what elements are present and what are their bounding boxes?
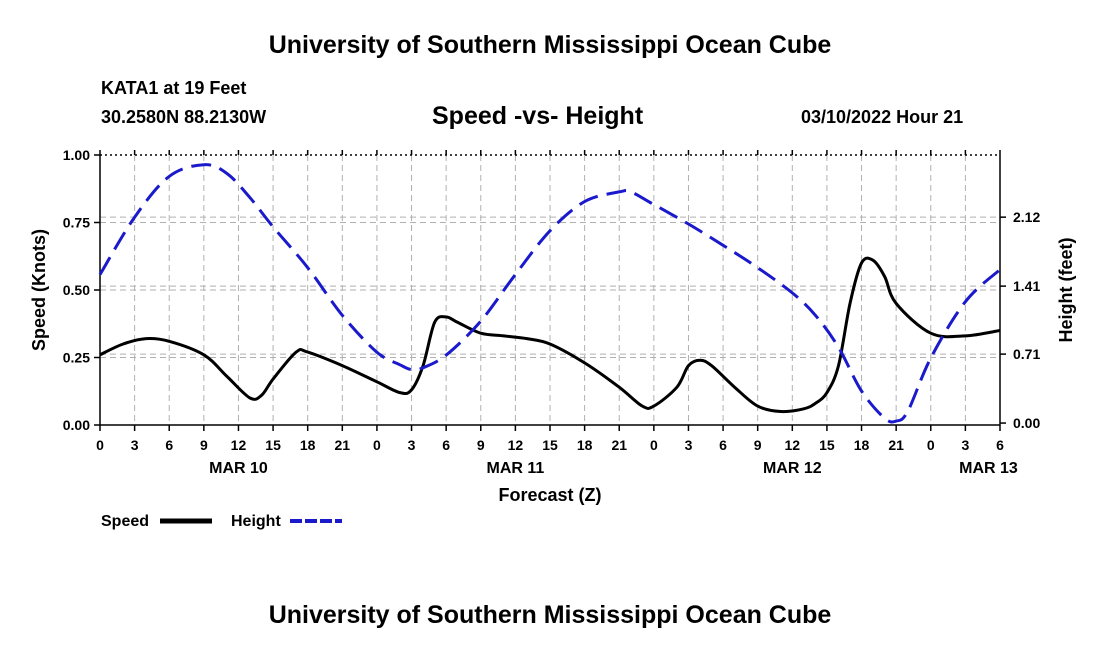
date-label: MAR 11 (486, 460, 544, 477)
x-tick-label: 18 (577, 437, 593, 453)
station-name: KATA1 at 19 Feet (101, 78, 247, 98)
y-tick-label: 0.00 (63, 417, 90, 433)
x-tick-label: 0 (373, 437, 381, 453)
x-tick-label: 12 (231, 437, 247, 453)
x-tick-label: 0 (96, 437, 104, 453)
y-axis-title: Speed (Knots) (29, 229, 49, 351)
date-label: MAR 13 (959, 460, 1018, 477)
chart-subtitle: Speed -vs- Height (432, 102, 644, 130)
issued-time: 03/10/2022 Hour 21 (801, 107, 964, 127)
x-tick-label: 21 (611, 437, 627, 453)
x-tick-label: 0 (927, 437, 935, 453)
station-coords: 30.2580N 88.2130W (101, 107, 267, 127)
x-tick-label: 3 (408, 437, 416, 453)
x-tick-label: 0 (650, 437, 658, 453)
x-tick-label: 18 (854, 437, 870, 453)
x-tick-label: 12 (508, 437, 524, 453)
y2-tick-label: 1.41 (1013, 278, 1040, 294)
y-tick-label: 0.25 (63, 350, 90, 366)
x-tick-label: 15 (265, 437, 281, 453)
x-axis-title: Forecast (Z) (498, 485, 601, 505)
x-tick-label: 6 (719, 437, 727, 453)
x-tick-label: 21 (335, 437, 351, 453)
x-tick-label: 9 (754, 437, 762, 453)
y-tick-label: 1.00 (63, 147, 90, 163)
x-tick-label: 9 (477, 437, 485, 453)
x-tick-label: 18 (300, 437, 316, 453)
page-title-bottom: University of Southern Mississippi Ocean… (268, 601, 832, 629)
date-label: MAR 12 (763, 460, 822, 477)
x-tick-label: 9 (200, 437, 208, 453)
y2-tick-label: 2.12 (1013, 209, 1040, 225)
height-series-line (98, 163, 1002, 424)
y2-tick-label: 0.71 (1013, 346, 1040, 362)
y2-axis-title: Height (feet) (1056, 238, 1076, 343)
x-tick-label: 3 (131, 437, 139, 453)
x-tick-label: 6 (996, 437, 1004, 453)
y-tick-label: 0.75 (63, 215, 90, 231)
legend-label-speed: Speed (101, 513, 149, 530)
x-tick-label: 3 (685, 437, 693, 453)
x-tick-label: 15 (542, 437, 558, 453)
speed-series-line (99, 256, 1001, 414)
x-tick-label: 12 (785, 437, 801, 453)
legend-label-height: Height (231, 513, 281, 530)
x-tick-label: 21 (888, 437, 904, 453)
x-tick-label: 6 (165, 437, 173, 453)
x-tick-label: 15 (819, 437, 835, 453)
x-tick-label: 3 (961, 437, 969, 453)
date-label: MAR 10 (209, 460, 268, 477)
y2-tick-label: 0.00 (1013, 415, 1040, 431)
x-tick-label: 6 (442, 437, 450, 453)
y-tick-label: 0.50 (63, 282, 90, 298)
page-title: University of Southern Mississippi Ocean… (268, 31, 832, 59)
